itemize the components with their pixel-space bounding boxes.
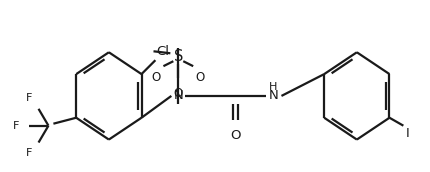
Text: O: O bbox=[196, 71, 205, 84]
Text: S: S bbox=[174, 49, 183, 64]
Text: H: H bbox=[269, 82, 278, 92]
Text: F: F bbox=[13, 121, 20, 131]
Text: O: O bbox=[152, 71, 161, 84]
Text: N: N bbox=[173, 89, 183, 102]
Text: F: F bbox=[26, 148, 33, 158]
Text: I: I bbox=[405, 127, 409, 140]
Text: F: F bbox=[26, 93, 33, 103]
Text: N: N bbox=[269, 89, 278, 102]
Text: Cl: Cl bbox=[157, 45, 169, 58]
Text: O: O bbox=[174, 87, 183, 100]
Text: O: O bbox=[230, 129, 241, 142]
